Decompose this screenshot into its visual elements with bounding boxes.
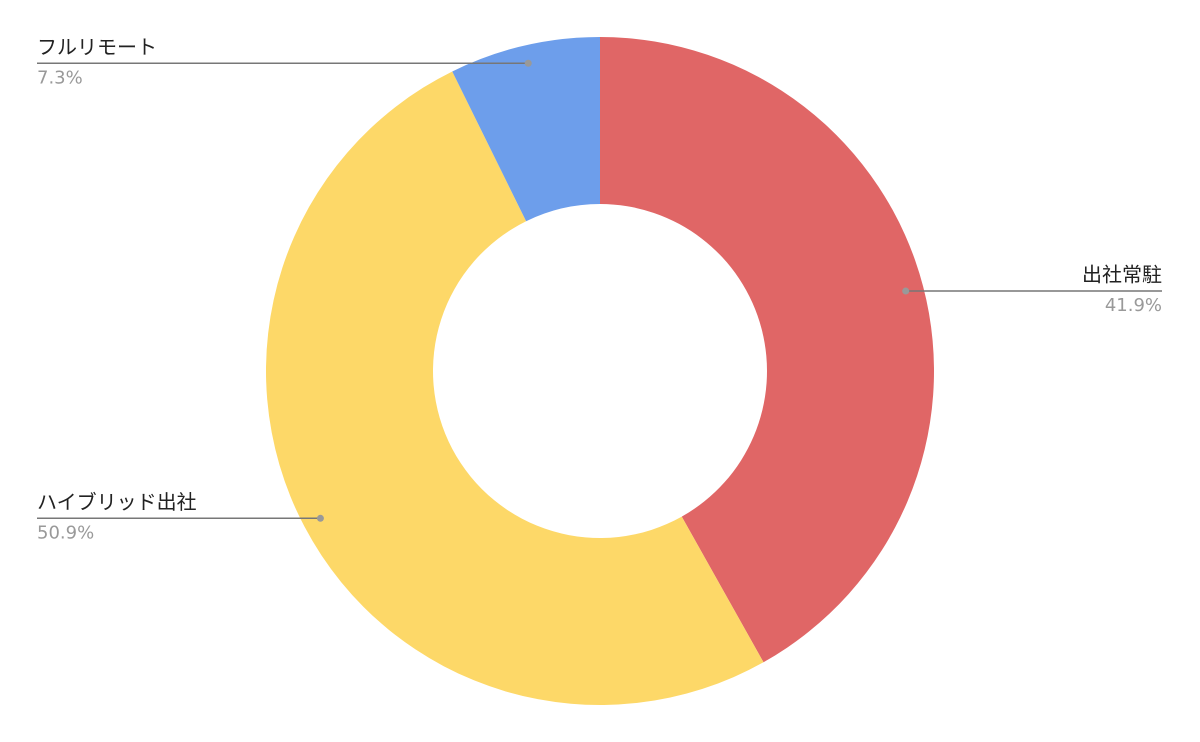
- slice-label: 出社常駐: [1082, 263, 1162, 287]
- donut-slice: [600, 37, 935, 663]
- slice-value: 41.9%: [1105, 295, 1162, 316]
- donut-slice: [452, 37, 600, 222]
- slice-value: 50.9%: [37, 522, 94, 543]
- slice-label: ハイブリッド出社: [37, 490, 197, 514]
- slice-label: フルリモート: [37, 35, 157, 59]
- leader-dot: [524, 59, 532, 67]
- leader-dot: [902, 287, 910, 295]
- slice-value: 7.3%: [37, 67, 83, 88]
- leader-dot: [316, 514, 324, 522]
- donut-slice: [266, 71, 764, 705]
